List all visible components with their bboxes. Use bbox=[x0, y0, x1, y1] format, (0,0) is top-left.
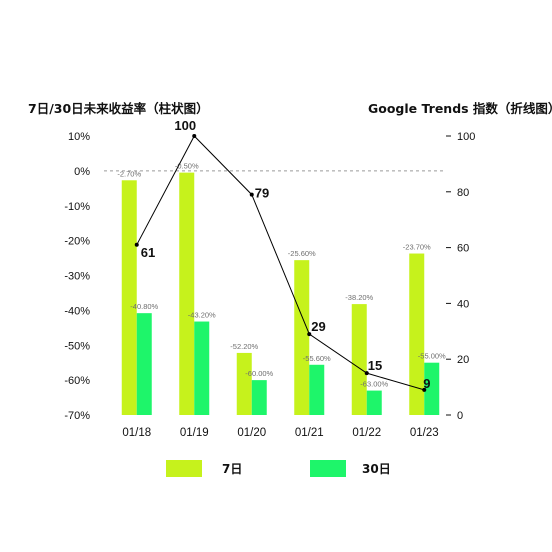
bar-labels-group: -2.70% -40.80% -0.50% -43.20% -52.20% -60.00%… bbox=[117, 162, 446, 389]
left-tick-label: -60% bbox=[64, 375, 90, 387]
x-axis-ticks: 01/18 01/19 01/20 01/21 01/22 01/23 bbox=[122, 427, 438, 439]
right-tick-label: 0 bbox=[457, 410, 463, 422]
left-tick-label: -10% bbox=[64, 201, 90, 213]
trend-value-label: 79 bbox=[255, 186, 269, 201]
bar-label-7d: -52.20% bbox=[230, 342, 258, 351]
bars-group bbox=[121, 172, 440, 415]
bar-30d bbox=[366, 390, 382, 415]
bar-7d bbox=[236, 352, 252, 415]
left-tick-label: -70% bbox=[64, 410, 90, 422]
bar-7d bbox=[294, 260, 310, 415]
trend-value-label: 100 bbox=[174, 118, 196, 133]
bar-label-7d: -23.70% bbox=[403, 243, 431, 252]
left-tick-label: -20% bbox=[64, 236, 90, 248]
left-tick-label: 10% bbox=[68, 131, 90, 143]
right-axis-ticks: 100 80 60 40 20 0 bbox=[446, 131, 475, 422]
trend-value-label: 29 bbox=[311, 319, 325, 334]
bar-30d bbox=[309, 364, 325, 415]
legend-swatch-7d bbox=[166, 460, 202, 477]
trend-value-label: 9 bbox=[423, 376, 430, 391]
bar-label-7d: -25.60% bbox=[288, 249, 316, 258]
left-tick-label: 0% bbox=[74, 166, 90, 178]
bar-30d bbox=[136, 313, 152, 415]
right-tick-label: 100 bbox=[457, 131, 475, 143]
bar-30d bbox=[194, 321, 210, 415]
trend-line-group: 61 100 79 29 15 9 bbox=[134, 118, 430, 392]
bar-label-7d: -38.20% bbox=[345, 293, 373, 302]
x-tick-label: 01/20 bbox=[237, 427, 266, 439]
right-tick-label: 20 bbox=[457, 354, 469, 366]
trend-point bbox=[422, 387, 427, 392]
trend-line bbox=[136, 135, 425, 391]
trend-point bbox=[364, 371, 369, 376]
left-axis-title: 7日/30日未来收益率（柱状图） bbox=[28, 101, 209, 116]
trend-point bbox=[249, 192, 254, 197]
left-tick-label: -50% bbox=[64, 340, 90, 352]
bar-7d bbox=[351, 304, 367, 415]
bar-7d bbox=[121, 180, 137, 415]
right-tick-label: 40 bbox=[457, 298, 469, 310]
legend: 7日 30日 bbox=[166, 460, 391, 477]
left-tick-label: -30% bbox=[64, 271, 90, 283]
bar-label-7d: -2.70% bbox=[117, 169, 141, 178]
bar-label-30d: -55.60% bbox=[303, 354, 331, 363]
trend-point bbox=[192, 134, 197, 138]
trend-value-label: 61 bbox=[141, 245, 155, 260]
legend-label-7d: 7日 bbox=[222, 462, 242, 476]
bar-label-30d: -40.80% bbox=[130, 302, 158, 311]
x-tick-label: 01/21 bbox=[295, 427, 324, 439]
right-tick-label: 60 bbox=[457, 243, 469, 255]
legend-swatch-30d bbox=[310, 460, 346, 477]
bar-30d bbox=[251, 380, 267, 415]
legend-label-30d: 30日 bbox=[362, 462, 391, 476]
trend-point bbox=[307, 332, 312, 337]
bar-30d bbox=[424, 362, 440, 415]
bar-label-30d: -63.00% bbox=[360, 380, 388, 389]
bar-label-30d: -43.20% bbox=[188, 311, 216, 320]
left-tick-label: -40% bbox=[64, 305, 90, 317]
bar-label-30d: -60.00% bbox=[245, 369, 273, 378]
trend-point bbox=[134, 242, 139, 247]
x-tick-label: 01/22 bbox=[352, 427, 381, 439]
trend-value-label: 15 bbox=[368, 358, 382, 373]
right-tick-label: 80 bbox=[457, 187, 469, 199]
x-tick-label: 01/19 bbox=[180, 427, 209, 439]
left-axis-ticks: 10% 0% -10% -20% -30% -40% -50% -60% -70% bbox=[64, 131, 90, 422]
bar-7d bbox=[179, 172, 195, 415]
bar-label-30d: -55.00% bbox=[418, 352, 446, 361]
bar-7d bbox=[409, 253, 425, 415]
x-tick-label: 01/18 bbox=[122, 427, 151, 439]
bar-label-7d: -0.50% bbox=[175, 162, 199, 171]
x-tick-label: 01/23 bbox=[410, 427, 439, 439]
right-axis-title: Google Trends 指数（折线图） bbox=[368, 101, 552, 116]
